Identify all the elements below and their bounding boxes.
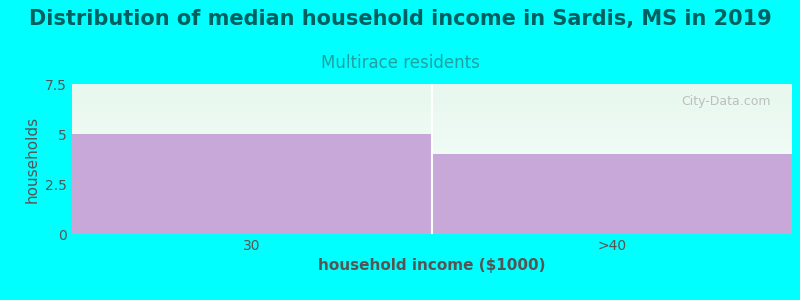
X-axis label: household income ($1000): household income ($1000) xyxy=(318,258,546,273)
Y-axis label: households: households xyxy=(25,116,40,202)
Text: Multirace residents: Multirace residents xyxy=(321,54,479,72)
Bar xyxy=(72,134,432,234)
Text: Distribution of median household income in Sardis, MS in 2019: Distribution of median household income … xyxy=(29,9,771,29)
Text: City-Data.com: City-Data.com xyxy=(681,95,770,109)
Bar xyxy=(432,154,792,234)
